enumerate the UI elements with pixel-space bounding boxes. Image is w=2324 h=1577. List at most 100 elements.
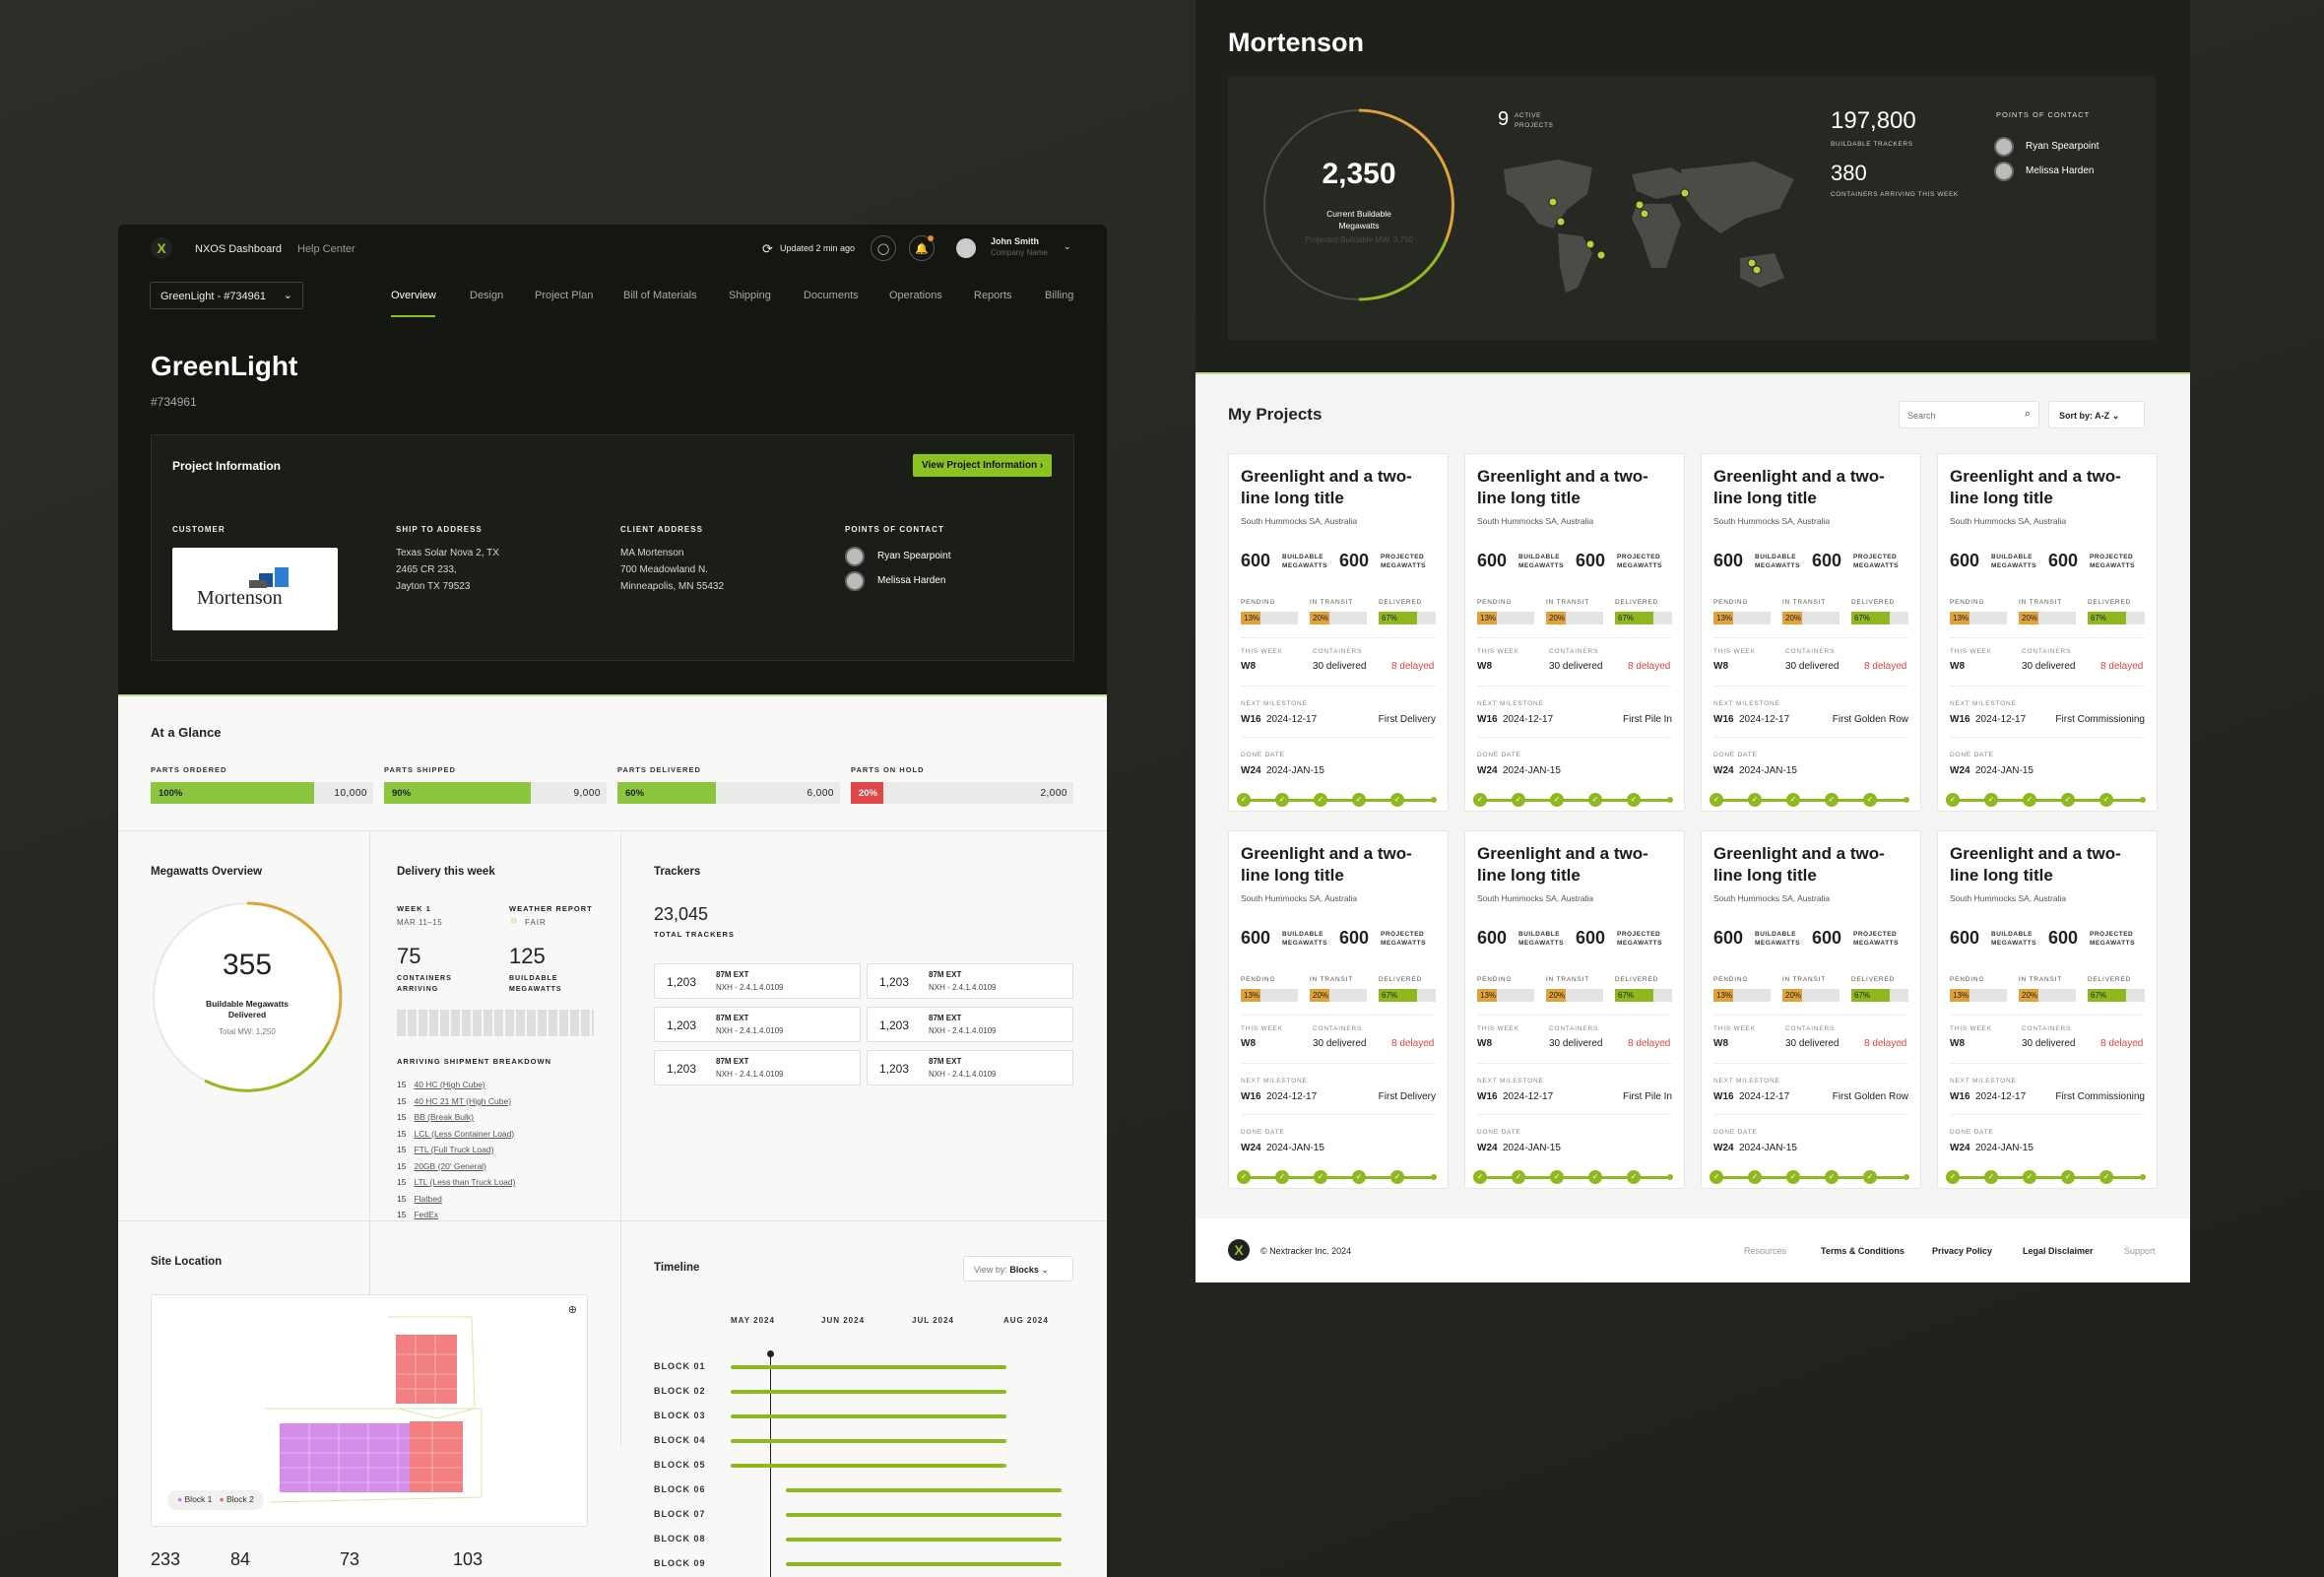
- tab-project-plan[interactable]: Project Plan: [535, 290, 594, 301]
- card-progress-bar: 67%: [1379, 989, 1436, 1002]
- footer-link-privacy[interactable]: Privacy Policy: [1932, 1246, 1993, 1256]
- bell-icon[interactable]: 🔔: [909, 235, 935, 261]
- tracker-type: 87M EXT: [929, 1014, 962, 1022]
- tab-billing[interactable]: Billing: [1045, 290, 1074, 301]
- divider: [1477, 1114, 1672, 1115]
- footer-link-legal[interactable]: Legal Disclaimer: [2023, 1246, 2094, 1256]
- at-a-glance-title: At a Glance: [151, 725, 222, 740]
- card-location: South Hummocks SA, Australia: [1950, 516, 2067, 526]
- contact-name[interactable]: Melissa Harden: [2026, 165, 2095, 176]
- tracker-card[interactable]: 1,203 87M EXT NXH - 2.4.1.4.0109: [654, 963, 861, 999]
- card-location: South Hummocks SA, Australia: [1713, 893, 1831, 903]
- nextracker-logo-icon[interactable]: X: [1228, 1239, 1250, 1261]
- project-card[interactable]: Greenlight and a two-line long title Sout…: [1228, 453, 1449, 812]
- timeline-block-bar[interactable]: [786, 1488, 1062, 1492]
- tracker-card[interactable]: 1,203 87M EXT NXH - 2.4.1.4.0109: [867, 963, 1073, 999]
- project-card[interactable]: Greenlight and a two-line long title Sout…: [1701, 453, 1921, 812]
- contact-name[interactable]: Ryan Spearpoint: [2026, 141, 2099, 152]
- sort-select[interactable]: Sort by: A-Z ⌄: [2048, 401, 2145, 428]
- contact-name[interactable]: Melissa Harden: [877, 575, 946, 586]
- footer-link-terms[interactable]: Terms & Conditions: [1821, 1246, 1904, 1256]
- search-input[interactable]: [1900, 402, 2008, 429]
- card-containers-label: CONTAINERS: [1785, 1025, 1836, 1032]
- tracker-code: NXH - 2.4.1.4.0109: [716, 1026, 784, 1035]
- tracker-card[interactable]: 1,203 87M EXT NXH - 2.4.1.4.0109: [867, 1007, 1073, 1042]
- card-progress-value: 13%: [1953, 614, 1969, 623]
- view-by-label: View by:: [974, 1265, 1007, 1275]
- tracker-card[interactable]: 1,203 87M EXT NXH - 2.4.1.4.0109: [654, 1007, 861, 1042]
- card-containers-label: CONTAINERS: [1313, 1025, 1363, 1032]
- shipment-type-link[interactable]: Flatbed: [414, 1193, 442, 1204]
- megawatts-ring: [153, 901, 343, 1092]
- tab-overview[interactable]: Overview: [391, 290, 436, 301]
- shipment-row: 15 LCL (Less Container Load): [397, 1129, 514, 1139]
- project-card[interactable]: Greenlight and a two-line long title Sout…: [1464, 830, 1685, 1189]
- divider: [1241, 637, 1436, 638]
- card-pmw-label: PROJECTED MEGAWATTS: [1853, 931, 1899, 947]
- card-week-value: W8: [1950, 661, 1965, 672]
- shipment-type-link[interactable]: 40 HC 21 MT (High Cube): [414, 1095, 512, 1106]
- glance-pct: 20%: [859, 788, 878, 799]
- timeline-block-bar[interactable]: [786, 1538, 1062, 1542]
- shipment-type-link[interactable]: BB (Break Bulk): [414, 1112, 474, 1122]
- footer: X © Nextracker Inc. 2024 Resources Terms…: [1195, 1218, 2190, 1282]
- tab-design[interactable]: Design: [470, 290, 504, 301]
- tab-reports[interactable]: Reports: [974, 290, 1012, 301]
- help-center-link[interactable]: Help Center: [297, 243, 355, 255]
- project-card[interactable]: Greenlight and a two-line long title Sout…: [1701, 830, 1921, 1189]
- contact-name[interactable]: Ryan Spearpoint: [877, 551, 951, 561]
- search-icon[interactable]: ⌕: [2024, 408, 2031, 420]
- glance-bar-fill: 90%: [384, 782, 532, 804]
- project-card[interactable]: Greenlight and a two-line long title Sout…: [1937, 830, 2158, 1189]
- shipment-type-link[interactable]: FTL (Full Truck Load): [414, 1145, 494, 1154]
- timeline-block-bar[interactable]: [731, 1390, 1006, 1394]
- check-icon: ✓: [1512, 1170, 1525, 1184]
- project-selector[interactable]: GreenLight - #734961 ⌄: [150, 282, 303, 309]
- timeline-view-select[interactable]: View by: Blocks ⌄: [963, 1256, 1073, 1281]
- card-done-label: DONE DATE: [1241, 1129, 1285, 1136]
- tab-operations[interactable]: Operations: [889, 290, 942, 301]
- weather-label: WEATHER REPORT: [509, 904, 593, 913]
- chevron-down-icon[interactable]: ⌄: [1064, 241, 1071, 251]
- shipment-type-link[interactable]: FedEx: [414, 1210, 439, 1219]
- project-card[interactable]: Greenlight and a two-line long title Sout…: [1937, 453, 2158, 812]
- tab-documents[interactable]: Documents: [804, 290, 859, 301]
- app-name-link[interactable]: NXOS Dashboard: [195, 243, 283, 255]
- view-project-info-label: View Project Information: [922, 460, 1038, 471]
- tab-bill-of-materials[interactable]: Bill of Materials: [623, 290, 697, 301]
- timeline-block-bar[interactable]: [731, 1464, 1006, 1468]
- shipment-type-link[interactable]: LCL (Less Container Load): [414, 1128, 515, 1139]
- chat-icon[interactable]: ◯: [871, 235, 896, 261]
- shipment-row: 15 Flatbed: [397, 1194, 442, 1204]
- view-project-info-button[interactable]: View Project Information ›: [913, 454, 1053, 477]
- timeline-block-bar[interactable]: [731, 1414, 1006, 1418]
- user-name[interactable]: John Smith: [991, 236, 1039, 246]
- timeline-block-bar[interactable]: [731, 1365, 1006, 1369]
- search-field[interactable]: ⌕: [1899, 401, 2039, 429]
- shipment-type-link[interactable]: LTL (Less than Truck Load): [414, 1177, 516, 1187]
- tab-shipping[interactable]: Shipping: [729, 290, 771, 301]
- timeline-block-bar[interactable]: [786, 1513, 1062, 1517]
- project-card[interactable]: Greenlight and a two-line long title Sout…: [1228, 830, 1449, 1189]
- containers-value: 380: [1831, 161, 1867, 185]
- card-containers-value: 30 delivered: [1785, 1038, 1840, 1049]
- shipment-type-link[interactable]: 20GB (20' General): [414, 1160, 486, 1171]
- footer-link-resources[interactable]: Resources: [1744, 1246, 1787, 1256]
- shipment-type-link[interactable]: 40 HC (High Cube): [414, 1080, 485, 1089]
- nextracker-logo-icon[interactable]: X: [151, 237, 172, 259]
- timeline-block-bar[interactable]: [731, 1439, 1006, 1443]
- tracker-card[interactable]: 1,203 87M EXT NXH - 2.4.1.4.0109: [867, 1050, 1073, 1085]
- footer-link-support[interactable]: Support: [2124, 1246, 2156, 1256]
- zoom-icon[interactable]: ⊕: [567, 1304, 577, 1316]
- card-progress-value: 20%: [2022, 991, 2038, 1000]
- project-card[interactable]: Greenlight and a two-line long title Sout…: [1464, 453, 1685, 812]
- user-avatar[interactable]: [956, 238, 976, 258]
- timeline-block-bar[interactable]: [786, 1562, 1062, 1566]
- divider: [1241, 1015, 1436, 1016]
- tracker-card[interactable]: 1,203 87M EXT NXH - 2.4.1.4.0109: [654, 1050, 861, 1085]
- refresh-icon[interactable]: ⟳: [762, 241, 773, 256]
- card-delayed: 8 delayed: [2100, 661, 2144, 672]
- divider: [1477, 1063, 1672, 1064]
- site-map[interactable]: ⊕ ● Block 1 ● Block 2: [151, 1294, 588, 1527]
- card-next-label: NEXT MILESTONE: [1477, 1078, 1544, 1084]
